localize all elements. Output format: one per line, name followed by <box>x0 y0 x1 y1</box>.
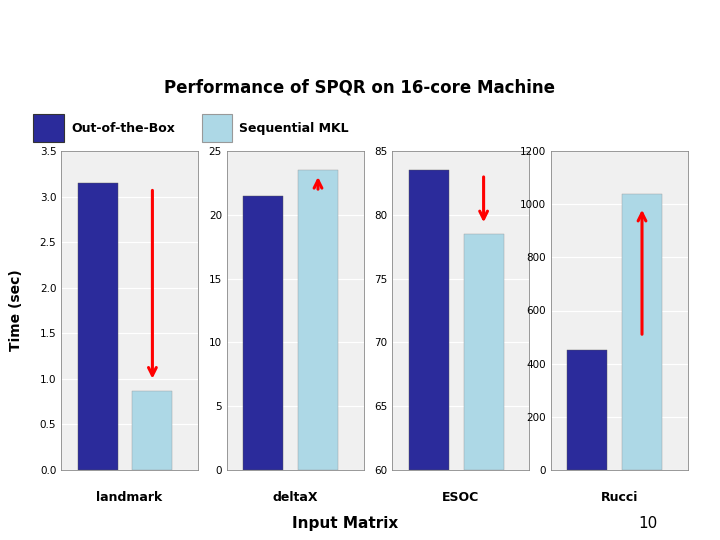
Text: Performance of SPQR on 16-core Machine: Performance of SPQR on 16-core Machine <box>164 79 556 97</box>
Bar <box>34 114 64 142</box>
Bar <box>567 350 608 470</box>
Text: ESOC: ESOC <box>442 491 480 504</box>
Text: Sequential MKL Performance: Sequential MKL Performance <box>145 26 575 52</box>
Text: Out-of-the-Box: Out-of-the-Box <box>71 122 175 135</box>
Bar <box>202 114 233 142</box>
Text: Rucci: Rucci <box>600 491 638 504</box>
Text: Input Matrix: Input Matrix <box>292 516 399 531</box>
Bar <box>622 194 662 470</box>
Bar <box>409 170 449 470</box>
Bar <box>78 183 118 470</box>
Text: landmark: landmark <box>96 491 163 504</box>
Text: Time (sec): Time (sec) <box>9 269 23 352</box>
Bar <box>243 196 284 470</box>
Bar <box>132 390 173 470</box>
Text: Sequential MKL: Sequential MKL <box>240 122 349 135</box>
Bar <box>464 234 504 470</box>
Text: deltaX: deltaX <box>272 491 318 504</box>
Text: 10: 10 <box>639 516 657 531</box>
Bar <box>298 170 338 470</box>
